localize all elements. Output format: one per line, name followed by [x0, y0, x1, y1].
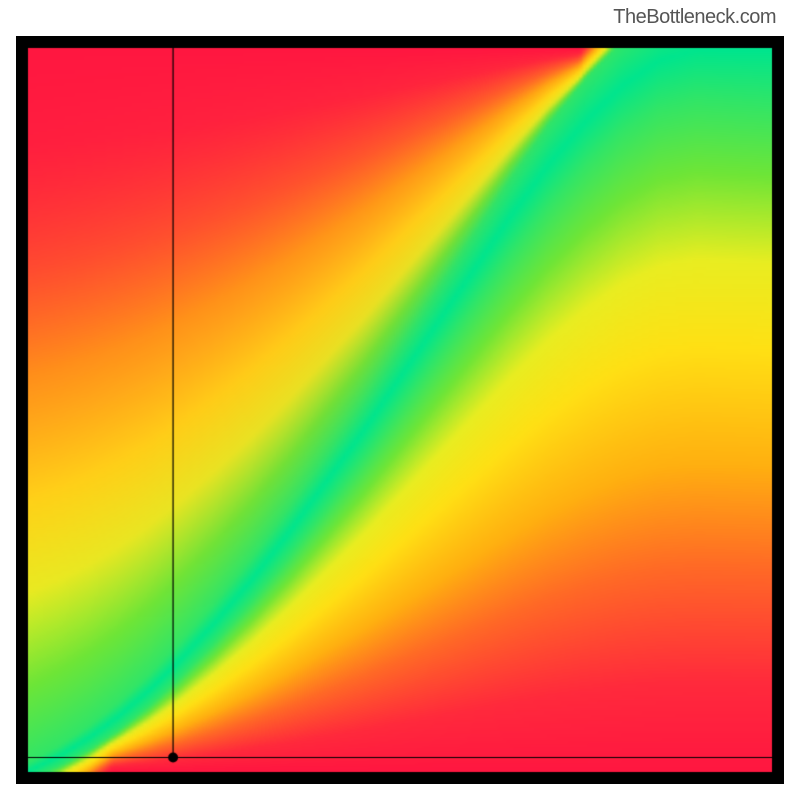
heatmap-canvas: [16, 36, 784, 784]
bottleneck-heatmap: [16, 36, 784, 784]
watermark-text: TheBottleneck.com: [613, 6, 776, 29]
